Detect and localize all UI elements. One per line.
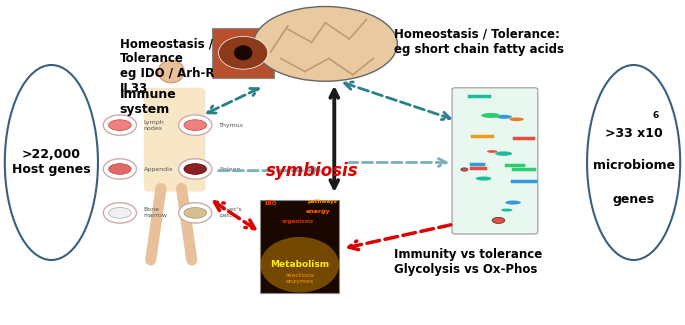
Ellipse shape xyxy=(108,120,131,131)
Ellipse shape xyxy=(158,60,184,83)
Text: 6: 6 xyxy=(652,111,659,120)
Ellipse shape xyxy=(103,159,136,179)
Text: Immune
system: Immune system xyxy=(120,88,177,116)
Text: Spleen: Spleen xyxy=(219,166,240,172)
Ellipse shape xyxy=(219,36,268,69)
Text: Appendix: Appendix xyxy=(144,166,173,172)
Text: pathways: pathways xyxy=(307,199,337,204)
Ellipse shape xyxy=(184,163,207,174)
FancyBboxPatch shape xyxy=(212,28,274,78)
Ellipse shape xyxy=(184,208,207,218)
Ellipse shape xyxy=(495,151,512,156)
FancyBboxPatch shape xyxy=(144,88,206,192)
Ellipse shape xyxy=(492,217,505,224)
FancyBboxPatch shape xyxy=(260,200,339,292)
Text: organisms: organisms xyxy=(282,218,314,224)
Ellipse shape xyxy=(5,65,98,260)
Text: Immunity vs tolerance
Glycolysis vs Ox-Phos: Immunity vs tolerance Glycolysis vs Ox-P… xyxy=(394,248,542,276)
Ellipse shape xyxy=(260,237,339,292)
Ellipse shape xyxy=(179,115,212,135)
Ellipse shape xyxy=(103,203,136,223)
Ellipse shape xyxy=(506,201,521,205)
Text: Bone
marrow: Bone marrow xyxy=(144,207,168,218)
Ellipse shape xyxy=(510,117,524,121)
Ellipse shape xyxy=(476,176,491,181)
Ellipse shape xyxy=(587,65,680,260)
Text: >22,000
Host genes: >22,000 Host genes xyxy=(12,149,90,176)
Ellipse shape xyxy=(179,203,212,223)
Text: >33 x10: >33 x10 xyxy=(605,127,662,140)
Ellipse shape xyxy=(108,163,131,174)
Ellipse shape xyxy=(253,6,397,81)
Text: genes: genes xyxy=(612,193,655,206)
Text: Homeostasis /
Tolerance
eg IDO / Arh-R
IL33: Homeostasis / Tolerance eg IDO / Arh-R I… xyxy=(120,37,214,95)
Text: Homeostasis / Tolerance:
eg short chain fatty acids: Homeostasis / Tolerance: eg short chain … xyxy=(394,28,564,56)
Ellipse shape xyxy=(461,168,468,171)
Ellipse shape xyxy=(501,209,512,212)
Text: Thymus: Thymus xyxy=(219,123,244,128)
Text: Metabolism: Metabolism xyxy=(270,260,329,269)
Text: microbiome: microbiome xyxy=(593,159,675,172)
Ellipse shape xyxy=(481,113,501,118)
Text: symbiosis: symbiosis xyxy=(265,162,358,180)
Text: reactions
enzymes: reactions enzymes xyxy=(285,273,314,284)
Text: Peyer's
patch: Peyer's patch xyxy=(219,207,242,218)
Ellipse shape xyxy=(497,115,512,119)
FancyBboxPatch shape xyxy=(452,88,538,234)
Ellipse shape xyxy=(234,45,252,60)
Ellipse shape xyxy=(108,208,131,218)
Ellipse shape xyxy=(103,115,136,135)
Ellipse shape xyxy=(179,159,212,179)
Text: Lymph
nodes: Lymph nodes xyxy=(144,120,164,131)
Text: Bio: Bio xyxy=(264,200,277,206)
Text: energy: energy xyxy=(306,209,331,214)
Ellipse shape xyxy=(487,150,497,153)
Ellipse shape xyxy=(184,120,207,131)
